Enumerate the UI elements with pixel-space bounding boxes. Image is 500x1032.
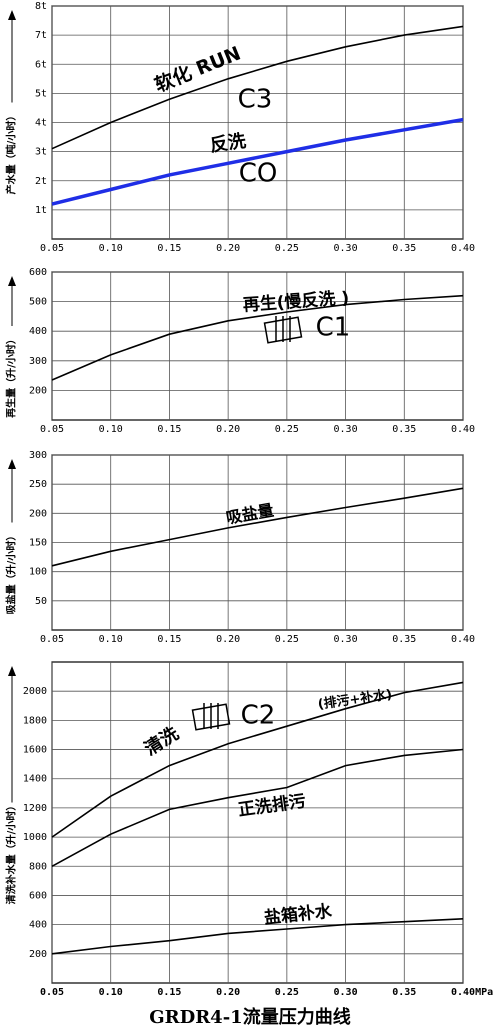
x-tick-label: 0.20 xyxy=(216,634,240,645)
y-tick-label: 2t xyxy=(35,176,47,187)
x-tick-label: 0.40 xyxy=(451,424,475,435)
x-tick-label: 0.35 xyxy=(392,424,416,435)
x-tick-label: 0.10 xyxy=(99,243,123,254)
series-label: 反洗 xyxy=(209,130,248,157)
data-line xyxy=(51,487,464,567)
y-tick-label: 250 xyxy=(29,479,47,490)
y-tick-label: 50 xyxy=(35,596,47,607)
y-tick-label: 300 xyxy=(29,356,47,367)
y-axis-label: 产水量（吨/小时） xyxy=(5,111,18,195)
y-tick-label: 400 xyxy=(29,326,47,337)
y-tick-label: 3t xyxy=(35,147,47,158)
series-label: 软化 RUN xyxy=(151,41,244,96)
x-tick-label: 0.10 xyxy=(99,987,123,998)
x-tick-label: 0.15 xyxy=(157,634,181,645)
y-tick-label: 100 xyxy=(29,567,47,578)
data-line xyxy=(51,748,464,868)
x-tick-label: 0.25 xyxy=(275,987,299,998)
x-tick-label: 0.35 xyxy=(392,243,416,254)
x-tick-label: 0.05 xyxy=(40,243,64,254)
series-tag: C2 xyxy=(241,701,276,731)
x-tick-label: 0.40MPa xyxy=(451,987,493,998)
y-tick-label: 200 xyxy=(29,949,47,960)
x-tick-label: 0.30 xyxy=(334,424,358,435)
series-label: 清洗 xyxy=(140,722,182,760)
y-axis-label: 再生量（升/小时） xyxy=(5,334,18,418)
x-tick-label: 0.10 xyxy=(99,424,123,435)
data-line xyxy=(51,918,464,955)
series-tag: (排污+补水) xyxy=(317,686,393,712)
valve-icon xyxy=(263,316,303,344)
y-tick-label: 1000 xyxy=(23,832,47,843)
y-tick-label: 5t xyxy=(35,88,47,99)
x-tick-label: 0.25 xyxy=(275,243,299,254)
series-tag: CO xyxy=(239,159,278,189)
x-tick-label: 0.25 xyxy=(275,634,299,645)
x-tick-label: 0.40 xyxy=(451,243,475,254)
y-axis-arrowhead xyxy=(8,666,16,676)
x-tick-label: 0.20 xyxy=(216,243,240,254)
y-tick-label: 600 xyxy=(29,890,47,901)
data-line xyxy=(51,117,464,206)
x-tick-label: 0.05 xyxy=(40,634,64,645)
y-axis-arrowhead xyxy=(8,10,16,20)
y-tick-label: 4t xyxy=(35,118,47,129)
y-axis-label: 吸盐量（升/小时） xyxy=(5,531,18,615)
x-tick-label: 0.30 xyxy=(334,243,358,254)
y-tick-label: 1200 xyxy=(23,803,47,814)
y-tick-label: 200 xyxy=(29,385,47,396)
y-tick-label: 1400 xyxy=(23,774,47,785)
y-tick-label: 1t xyxy=(35,205,47,216)
y-tick-label: 2000 xyxy=(23,686,47,697)
x-tick-label: 0.10 xyxy=(99,634,123,645)
x-tick-label: 0.15 xyxy=(157,243,181,254)
data-line xyxy=(51,25,464,150)
x-tick-label: 0.05 xyxy=(40,424,64,435)
series-label: 再生(慢反洗 ) xyxy=(242,287,350,315)
y-tick-label: 800 xyxy=(29,861,47,872)
y-tick-label: 200 xyxy=(29,508,47,519)
valve-icon xyxy=(191,703,231,731)
y-tick-label: 600 xyxy=(29,267,47,278)
y-axis-arrowhead xyxy=(8,459,16,469)
series-tag: C1 xyxy=(316,313,351,343)
data-line xyxy=(51,294,464,381)
page-title: GRDR4-1流量压力曲线 xyxy=(149,1006,350,1028)
y-axis-label: 清洗补水量（升/小时） xyxy=(5,801,18,905)
x-tick-label: 0.20 xyxy=(216,987,240,998)
series-tag: C3 xyxy=(238,85,273,115)
y-tick-label: 6t xyxy=(35,59,47,70)
y-tick-label: 400 xyxy=(29,920,47,931)
x-tick-label: 0.30 xyxy=(334,987,358,998)
series-label: 吸盐量 xyxy=(225,500,276,527)
x-tick-label: 0.15 xyxy=(157,987,181,998)
y-tick-label: 1600 xyxy=(23,745,47,756)
y-tick-label: 500 xyxy=(29,297,47,308)
x-tick-label: 0.20 xyxy=(216,424,240,435)
y-tick-label: 150 xyxy=(29,538,47,549)
x-tick-label: 0.25 xyxy=(275,424,299,435)
x-tick-label: 0.30 xyxy=(334,634,358,645)
y-tick-label: 7t xyxy=(35,30,47,41)
x-tick-label: 0.35 xyxy=(392,634,416,645)
x-tick-label: 0.40 xyxy=(451,634,475,645)
x-tick-label: 0.15 xyxy=(157,424,181,435)
x-tick-label: 0.35 xyxy=(392,987,416,998)
y-tick-label: 1800 xyxy=(23,715,47,726)
y-axis-arrowhead xyxy=(8,276,16,286)
y-tick-label: 300 xyxy=(29,450,47,461)
x-tick-label: 0.05 xyxy=(40,987,64,998)
y-tick-label: 8t xyxy=(35,1,47,12)
data-line xyxy=(51,681,464,838)
